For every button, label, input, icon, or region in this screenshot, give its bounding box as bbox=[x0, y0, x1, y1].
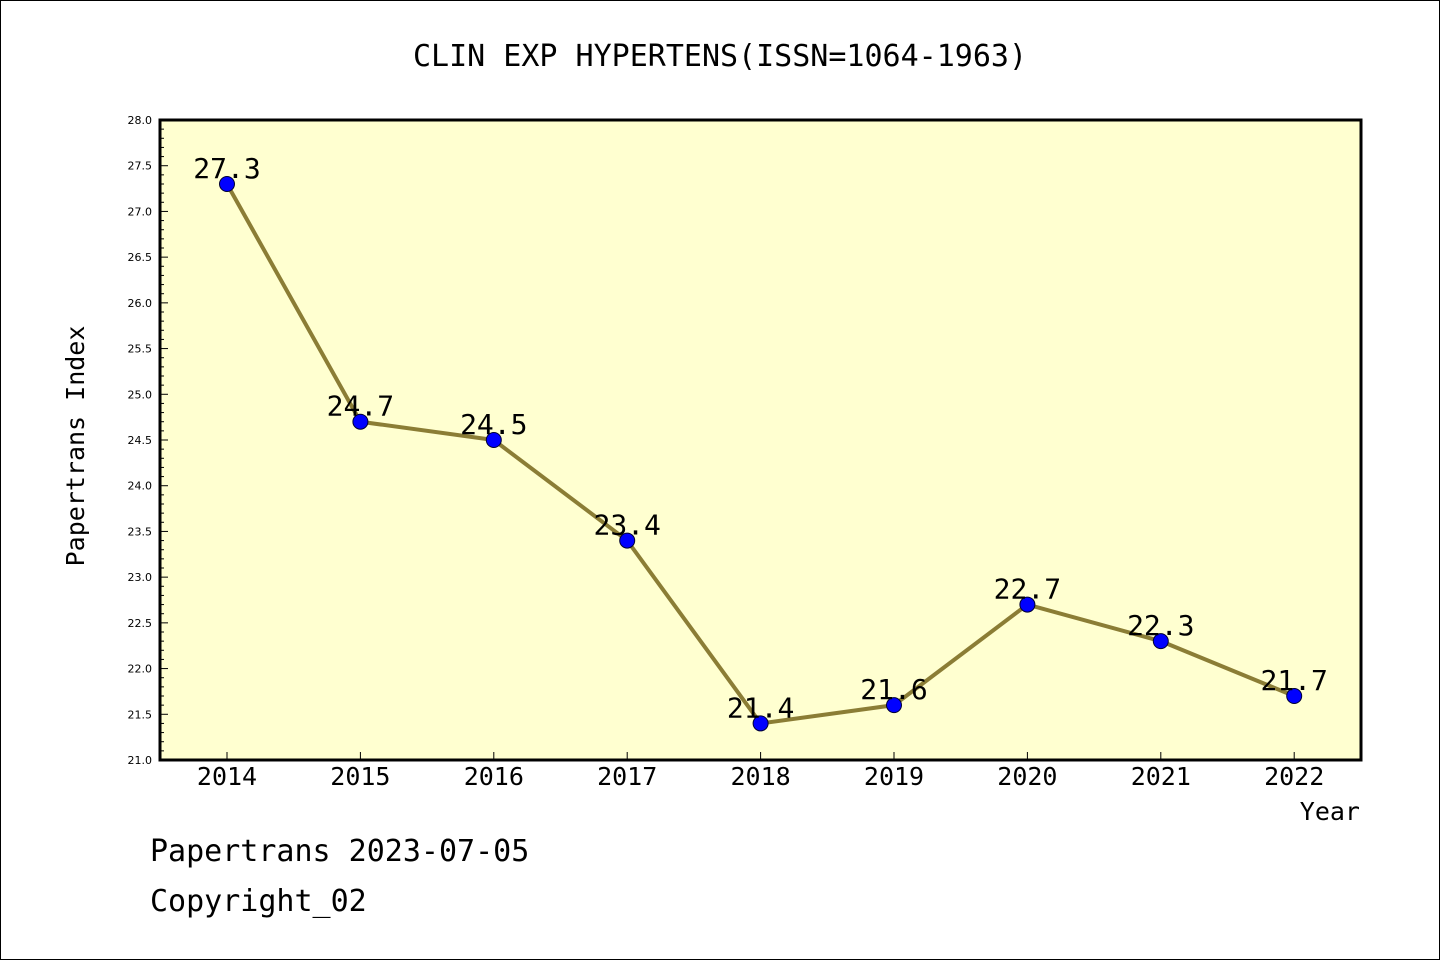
x-tick-label: 2022 bbox=[1264, 762, 1324, 791]
data-label: 27.3 bbox=[193, 152, 260, 185]
plot-area bbox=[158, 118, 1363, 762]
y-axis-label: Papertrans Index bbox=[61, 326, 90, 567]
y-axis: 21.0 21.5 22.0 22.5 23.0 23.5 24.0 24.5 25.0 25.5… bbox=[128, 114, 168, 767]
y-tick-label: 26.0 bbox=[128, 297, 153, 310]
data-label: 23.4 bbox=[593, 509, 660, 542]
y-tick-label: 24.5 bbox=[128, 434, 153, 447]
data-point bbox=[1019, 596, 1036, 613]
y-tick-label: 25.0 bbox=[128, 388, 153, 401]
chart-title: CLIN EXP HYPERTENS(ISSN=1064-1963) bbox=[413, 39, 1027, 74]
x-tick-label: 2015 bbox=[330, 762, 390, 791]
data-point bbox=[1152, 633, 1169, 650]
data-label: 22.7 bbox=[994, 573, 1061, 606]
x-tick-label: 2017 bbox=[597, 762, 657, 791]
x-tick-label: 2018 bbox=[730, 762, 790, 791]
y-tick-label: 24.0 bbox=[128, 480, 153, 493]
x-tick-label: 2016 bbox=[464, 762, 524, 791]
x-tick-label: 2021 bbox=[1131, 762, 1191, 791]
y-tick-label: 28.0 bbox=[128, 114, 153, 127]
y-tick-label: 27.5 bbox=[128, 160, 153, 173]
y-tick-label: 27.0 bbox=[128, 205, 153, 218]
y-tick-label: 23.5 bbox=[128, 525, 153, 538]
x-tick-label: 2014 bbox=[197, 762, 257, 791]
footer-date: Papertrans 2023-07-05 bbox=[150, 834, 530, 869]
data-label: 24.7 bbox=[327, 390, 394, 423]
data-point bbox=[1286, 688, 1303, 704]
data-label: 24.5 bbox=[460, 408, 527, 441]
x-axis: 2014 2015 2016 2017 2018 2019 2020 2021 2022 bbox=[197, 752, 1324, 791]
footer-copyright: Copyright_02 bbox=[150, 884, 367, 919]
data-point bbox=[352, 413, 369, 430]
y-tick-label: 23.0 bbox=[128, 571, 153, 584]
data-point bbox=[886, 697, 902, 714]
data-label: 21.4 bbox=[727, 691, 794, 724]
y-tick-label: 22.5 bbox=[128, 617, 153, 630]
x-tick-label: 2020 bbox=[997, 762, 1057, 791]
y-tick-label: 26.5 bbox=[128, 251, 153, 264]
data-label: 21.6 bbox=[860, 673, 927, 706]
y-tick-label: 21.0 bbox=[128, 754, 153, 767]
data-point bbox=[485, 432, 502, 448]
data-label: 21.7 bbox=[1260, 664, 1327, 697]
data-point bbox=[619, 532, 636, 549]
x-axis-label: Year bbox=[1300, 797, 1360, 826]
x-tick-label: 2019 bbox=[864, 762, 924, 791]
y-tick-label: 22.0 bbox=[128, 663, 153, 676]
series-layer: 27.3 24.7 24.5 23.4 21.4 21.6 22.7 22.3 21.7 bbox=[193, 152, 1328, 732]
data-point bbox=[219, 176, 235, 192]
data-point bbox=[752, 715, 769, 732]
data-label: 22.3 bbox=[1127, 609, 1194, 642]
y-tick-label: 25.5 bbox=[128, 343, 153, 356]
y-tick-label: 21.5 bbox=[128, 708, 153, 721]
